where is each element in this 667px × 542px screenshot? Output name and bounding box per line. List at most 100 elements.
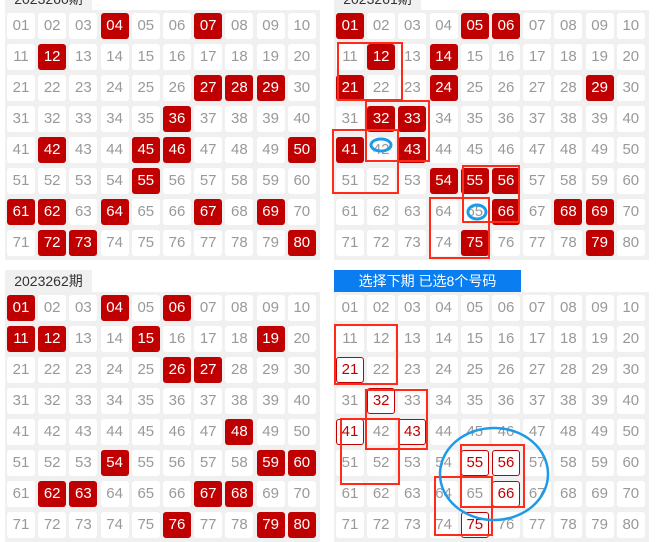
number-cell-17[interactable]: 17	[523, 326, 552, 352]
number-cell-48[interactable]: 48	[554, 419, 583, 445]
number-cell-07[interactable]: 07	[523, 295, 552, 321]
number-cell-76[interactable]: 76	[492, 512, 520, 538]
number-cell-33[interactable]: 33	[398, 388, 427, 414]
number-cell-16: 16	[163, 44, 191, 70]
number-cell-60[interactable]: 60	[616, 450, 645, 476]
number-cell-36: 36	[163, 106, 191, 132]
number-cell-78[interactable]: 78	[554, 512, 583, 538]
number-cell-59[interactable]: 59	[585, 450, 614, 476]
number-cell-08[interactable]: 08	[554, 295, 583, 321]
number-cell-36: 36	[163, 388, 191, 414]
number-cell-44[interactable]: 44	[429, 419, 458, 445]
number-cell-76: 76	[492, 230, 520, 256]
number-cell-36[interactable]: 36	[492, 388, 520, 414]
number-cell-80[interactable]: 80	[616, 512, 645, 538]
number-cell-65[interactable]: 65	[460, 481, 489, 507]
number-cell-73[interactable]: 73	[398, 512, 427, 538]
number-cell-06[interactable]: 06	[492, 295, 520, 321]
number-cell-39[interactable]: 39	[585, 388, 614, 414]
number-cell-56[interactable]: 56	[492, 450, 520, 476]
number-cell-20[interactable]: 20	[616, 326, 645, 352]
number-cell-74[interactable]: 74	[429, 512, 458, 538]
number-cell-51[interactable]: 51	[336, 450, 364, 476]
number-cell-32[interactable]: 32	[367, 388, 396, 414]
number-cell-58[interactable]: 58	[554, 450, 583, 476]
number-cell-70[interactable]: 70	[616, 481, 645, 507]
number-cell-29: 29	[256, 75, 285, 101]
number-cell-45[interactable]: 45	[460, 419, 489, 445]
number-cell-43[interactable]: 43	[398, 419, 427, 445]
number-cell-46[interactable]: 46	[492, 419, 520, 445]
number-cell-52[interactable]: 52	[367, 450, 396, 476]
number-cell-25[interactable]: 25	[460, 357, 489, 383]
number-cell-75[interactable]: 75	[460, 512, 489, 538]
number-cell-69[interactable]: 69	[585, 481, 614, 507]
number-cell-10[interactable]: 10	[616, 295, 645, 321]
number-cell-57[interactable]: 57	[523, 450, 552, 476]
number-cell-21[interactable]: 21	[336, 357, 364, 383]
number-cell-67[interactable]: 67	[523, 481, 552, 507]
number-cell-68[interactable]: 68	[554, 481, 583, 507]
number-cell-22: 22	[367, 75, 396, 101]
number-cell-09[interactable]: 09	[585, 295, 614, 321]
number-cell-05[interactable]: 05	[460, 295, 489, 321]
number-cell-01[interactable]: 01	[336, 295, 364, 321]
number-cell-15[interactable]: 15	[460, 326, 489, 352]
number-cell-40[interactable]: 40	[616, 388, 645, 414]
number-cell-31[interactable]: 31	[336, 388, 364, 414]
number-cell-45: 45	[131, 419, 160, 445]
number-cell-09: 09	[585, 13, 614, 39]
number-cell-49[interactable]: 49	[585, 419, 614, 445]
number-cell-53: 53	[398, 168, 427, 194]
number-cell-38[interactable]: 38	[554, 388, 583, 414]
number-cell-44: 44	[100, 419, 129, 445]
number-cell-53[interactable]: 53	[398, 450, 427, 476]
number-cell-02[interactable]: 02	[367, 295, 396, 321]
number-cell-66[interactable]: 66	[492, 481, 520, 507]
number-cell-35[interactable]: 35	[460, 388, 489, 414]
number-cell-55[interactable]: 55	[460, 450, 489, 476]
number-cell-11[interactable]: 11	[336, 326, 364, 352]
number-cell-42[interactable]: 42	[367, 419, 396, 445]
number-cell-77[interactable]: 77	[523, 512, 552, 538]
number-cell-71[interactable]: 71	[336, 512, 364, 538]
number-cell-23[interactable]: 23	[398, 357, 427, 383]
number-cell-61[interactable]: 61	[336, 481, 364, 507]
number-cell-18[interactable]: 18	[554, 326, 583, 352]
number-cell-22: 22	[38, 357, 67, 383]
number-cell-27[interactable]: 27	[523, 357, 552, 383]
number-cell-50[interactable]: 50	[616, 419, 645, 445]
number-cell-47[interactable]: 47	[523, 419, 552, 445]
number-cell-79[interactable]: 79	[585, 512, 614, 538]
number-cell-28[interactable]: 28	[554, 357, 583, 383]
number-cell-62[interactable]: 62	[367, 481, 396, 507]
number-cell-26[interactable]: 26	[492, 357, 520, 383]
number-cell-41[interactable]: 41	[336, 419, 364, 445]
number-cell-13[interactable]: 13	[398, 326, 427, 352]
number-cell-16[interactable]: 16	[492, 326, 520, 352]
number-cell-68: 68	[225, 199, 254, 225]
number-cell-63: 63	[398, 199, 427, 225]
selection-grid: 01 02 03 04 05 06 07 08 09 10 11 12 13 14 15 16 17 18 19 20…	[334, 292, 649, 542]
number-cell-72[interactable]: 72	[367, 512, 396, 538]
number-cell-12[interactable]: 12	[367, 326, 396, 352]
number-cell-63[interactable]: 63	[398, 481, 427, 507]
number-cell-22[interactable]: 22	[367, 357, 396, 383]
number-cell-34[interactable]: 34	[429, 388, 458, 414]
number-cell-64[interactable]: 64	[429, 481, 458, 507]
number-cell-03[interactable]: 03	[398, 295, 427, 321]
number-cell-14[interactable]: 14	[429, 326, 458, 352]
number-cell-37[interactable]: 37	[523, 388, 552, 414]
number-cell-04[interactable]: 04	[429, 295, 458, 321]
number-cell-34: 34	[100, 388, 129, 414]
number-cell-30[interactable]: 30	[616, 357, 645, 383]
number-cell-54[interactable]: 54	[429, 450, 458, 476]
number-cell-51: 51	[336, 168, 364, 194]
number-cell-52: 52	[367, 168, 396, 194]
number-cell-22: 22	[38, 75, 67, 101]
number-cell-15: 15	[131, 44, 160, 70]
number-cell-24[interactable]: 24	[429, 357, 458, 383]
number-cell-19[interactable]: 19	[585, 326, 614, 352]
number-cell-48: 48	[225, 137, 254, 163]
number-cell-29[interactable]: 29	[585, 357, 614, 383]
